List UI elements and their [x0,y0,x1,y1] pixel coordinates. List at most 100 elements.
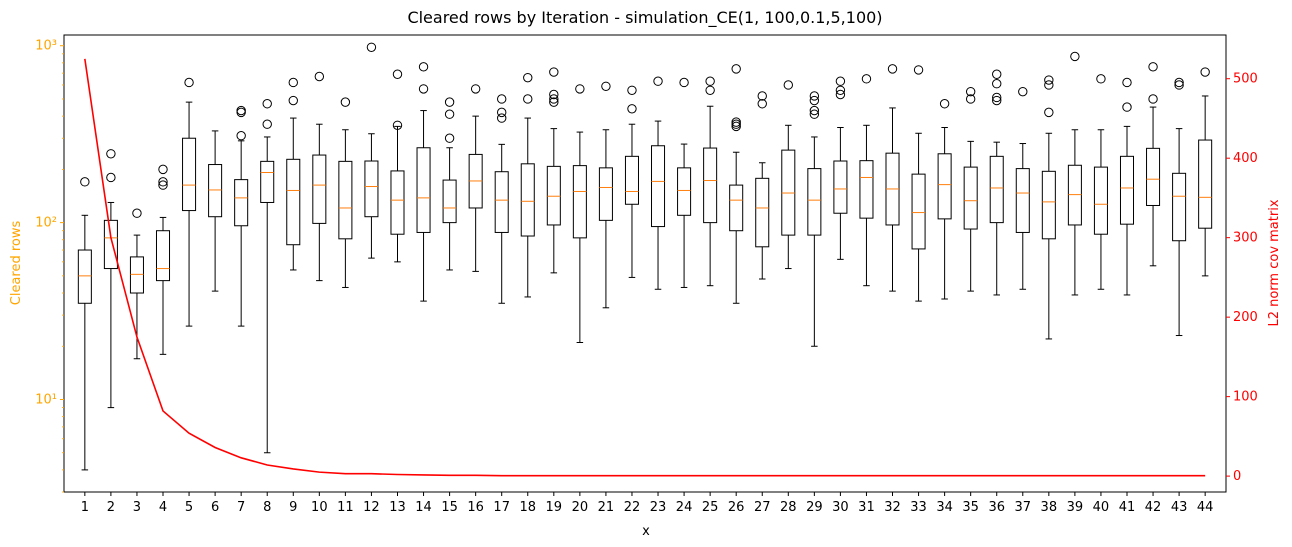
box-iqr [1172,172,1187,242]
flier-point [1096,74,1106,84]
box-iqr [1041,170,1056,240]
flier-point [106,149,116,159]
flier-point [366,42,377,52]
x-tick-label: 25 [702,500,719,515]
flier-point [549,67,559,77]
y-right-tick-label: 300 [1233,231,1258,246]
flier-point [731,64,741,74]
flier-point [392,120,403,130]
flier-point [1018,86,1028,97]
box-29 [807,91,822,347]
box-iqr [208,164,223,218]
box-15 [442,97,457,271]
flier-point [965,94,976,104]
flier-point [679,77,689,88]
flier-point [601,81,611,91]
x-tick-label: 42 [1145,500,1162,515]
flier-point [470,84,481,94]
flier-point [523,72,533,83]
flier-point [444,97,455,107]
flier-point [549,89,559,100]
box-iqr [416,147,431,233]
box-25 [703,76,718,287]
x-tick-label: 41 [1119,500,1136,515]
flier-point [236,131,246,141]
box-iqr [1067,164,1082,226]
x-tick-label: 18 [519,500,536,515]
x-tick-label: 23 [650,500,667,515]
flier-point [1174,77,1184,88]
flier-point [158,180,168,190]
x-tick-label: 9 [289,500,297,515]
box-28 [781,80,796,270]
box-iqr [755,177,770,248]
box-16 [468,84,483,272]
box-14 [416,62,431,302]
x-tick-label: 2 [107,500,115,515]
box-31 [859,74,874,287]
flier-point [392,69,403,79]
flier-point [158,177,168,187]
box-iqr [494,171,509,233]
flier-point [497,113,507,123]
box-42 [1146,62,1161,267]
plot-frame [63,34,1227,493]
box-37 [1015,86,1030,290]
flier-point [1148,94,1158,104]
flier-point [314,71,325,82]
box-7 [234,105,249,327]
box-iqr [442,179,457,224]
box-iqr [103,219,118,270]
flier-point [783,80,793,90]
box-iqr [234,179,249,227]
flier-point [627,85,637,95]
box-1 [77,177,92,471]
x-tick-label: 10 [311,500,328,515]
flier-point [497,94,507,104]
box-26 [729,64,744,304]
flier-point [340,97,351,107]
box-iqr [312,154,327,224]
box-4 [155,164,171,355]
y-right-tick-label: 100 [1233,390,1258,405]
flier-point [1200,67,1210,77]
y-left-tick-label: 10² [35,216,57,231]
flier-point [887,64,898,74]
box-iqr [1119,155,1135,225]
x-tick-label: 31 [858,500,875,515]
box-iqr [911,173,926,250]
flier-point [705,85,715,95]
box-iqr [572,165,587,239]
x-tick-label: 32 [884,500,901,515]
box-iqr [390,170,405,235]
flier-point [444,133,455,143]
box-41 [1119,77,1135,296]
y-right-tick-label: 200 [1233,310,1258,325]
x-tick-label: 35 [962,500,979,515]
box-iqr [859,160,874,219]
x-tick-label: 19 [546,500,563,515]
box-iqr [624,155,639,205]
flier-point [288,77,298,88]
box-iqr [1093,166,1108,235]
x-tick-label: 7 [237,500,245,515]
box-iqr [77,249,92,304]
y-right-tick-label: 0 [1233,469,1241,484]
flier-point [809,109,820,119]
x-tick-label: 30 [832,500,849,515]
box-21 [598,81,613,309]
x-tick-label: 26 [728,500,745,515]
box-iqr [833,160,848,214]
x-tick-label: 12 [363,500,380,515]
box-iqr [937,153,952,220]
x-tick-label: 37 [1015,500,1032,515]
flier-point [809,105,820,116]
box-iqr [260,160,275,203]
x-tick-label: 1 [81,500,89,515]
x-tick-label: 8 [263,500,271,515]
box-iqr [1146,147,1161,206]
line-series-l2-norm [84,58,1206,477]
flier-point [418,62,429,72]
box-9 [286,77,301,271]
